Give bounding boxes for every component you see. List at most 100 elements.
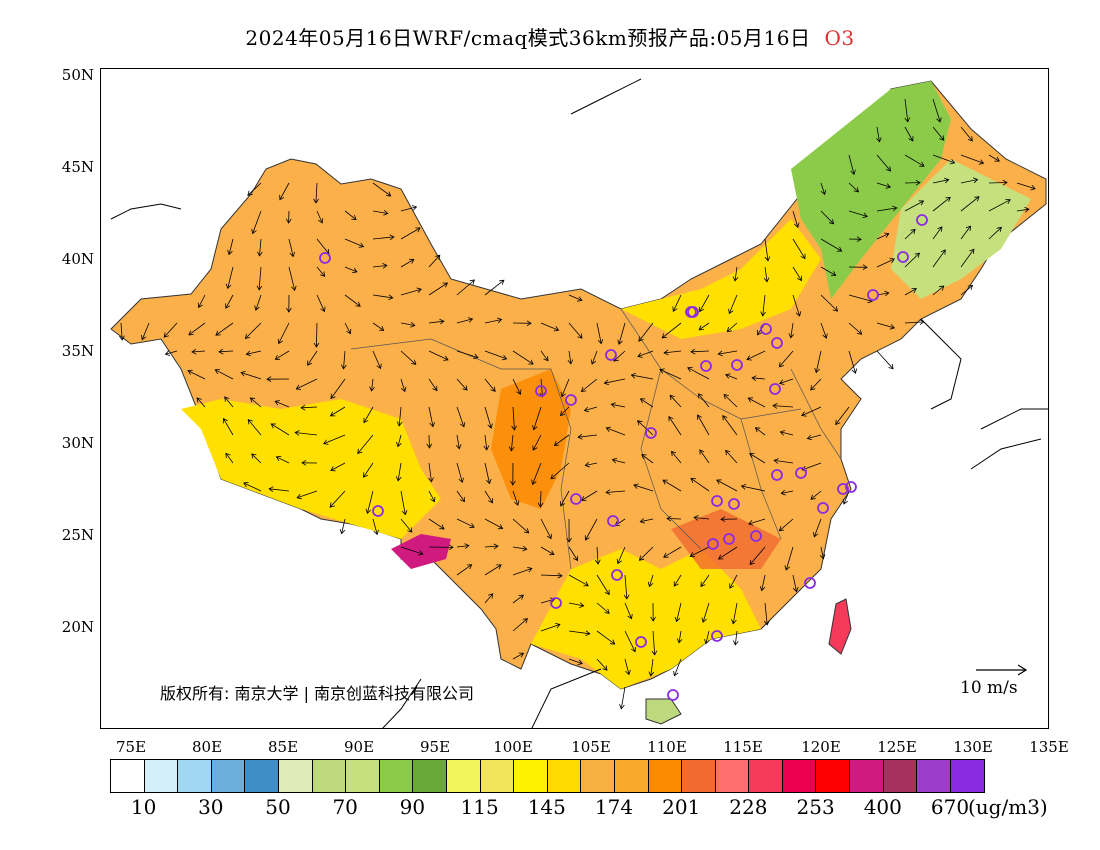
wind-vector-head [832, 306, 839, 312]
wind-vector-head [778, 379, 785, 385]
wind-vector-head [611, 457, 618, 464]
wind-vector [330, 462, 346, 471]
wind-reference-label: 10 m/s [960, 678, 1018, 698]
wind-vector-head [197, 302, 203, 309]
colorbar-swatch [749, 760, 783, 792]
wind-vector-head [389, 234, 395, 241]
wind-vector [613, 350, 626, 362]
wind-vector-head [508, 446, 515, 452]
wind-vector-head [674, 616, 681, 623]
wind-vector [540, 350, 549, 362]
wind-vector [512, 518, 529, 534]
wind-vector [774, 460, 794, 464]
wind-vector [617, 546, 626, 564]
wind-vector-head [466, 564, 473, 570]
wind-vector [904, 200, 924, 212]
wind-vector-head [609, 639, 616, 645]
wind-vector [512, 618, 528, 632]
x-tick-label: 75E [115, 738, 147, 756]
wind-vector [876, 207, 897, 212]
wind-vector [367, 490, 374, 514]
wind-vector-head [731, 619, 737, 625]
wind-vector [699, 294, 710, 312]
wind-vector [456, 564, 472, 576]
wind-vector [344, 294, 361, 307]
wind-vector-head [291, 285, 297, 292]
wind-vector [329, 490, 346, 508]
wind-vector [649, 574, 654, 587]
colorbar-label: 145 [527, 795, 566, 819]
high-zone-east [671, 509, 781, 569]
wind-vector [484, 564, 502, 576]
wind-vector-head [274, 354, 281, 360]
wind-vector [428, 462, 432, 482]
wind-vector [484, 279, 505, 296]
wind-vector [554, 434, 570, 446]
wind-vector-head [411, 359, 417, 365]
wind-vector-head [884, 290, 890, 297]
wind-vector-head [732, 276, 739, 282]
wind-vector [779, 378, 794, 384]
wind-vector [584, 406, 598, 411]
wind-vector [960, 196, 980, 212]
wind-vector [270, 423, 290, 436]
wind-vector [550, 462, 570, 480]
station-marker [711, 630, 723, 642]
wind-vector [372, 322, 384, 331]
wind-vector [807, 434, 822, 439]
colorbar-swatch [547, 760, 582, 792]
wind-vector-head [363, 472, 369, 478]
wind-vector-head [523, 528, 530, 534]
wind-reference-arrow-icon [976, 664, 1028, 676]
station-marker [837, 483, 849, 495]
wind-vector-head [590, 359, 597, 365]
wind-vector-head [850, 169, 856, 176]
wind-vector-head [778, 526, 785, 532]
wind-vector [662, 479, 682, 492]
wind-vector-head [401, 510, 408, 516]
wind-vector-head [358, 242, 365, 248]
wind-vector-head [605, 426, 612, 432]
wind-vector-head [459, 496, 465, 503]
wind-vector [741, 485, 766, 492]
wind-vector [540, 624, 561, 632]
wind-vector [659, 369, 682, 380]
wind-vector-head [351, 214, 357, 221]
wind-vector [848, 350, 856, 374]
wind-vector-head [274, 400, 280, 406]
wind-vector [344, 210, 357, 220]
wind-vector-head [940, 249, 946, 255]
wind-vector-head [885, 166, 892, 172]
station-marker [897, 251, 909, 263]
wind-vector-head [251, 453, 257, 459]
wind-vector-head [459, 422, 466, 428]
low-zone-north [621, 219, 821, 339]
wind-vector [372, 182, 392, 197]
wind-vector-head [496, 564, 502, 570]
wind-vector [428, 378, 438, 391]
station-marker [372, 505, 384, 517]
wind-vector [540, 322, 559, 331]
wind-vector [258, 266, 262, 290]
wind-vector [752, 377, 766, 380]
wind-vector [568, 658, 583, 664]
wind-vector-head [725, 373, 731, 379]
wind-vector-head [889, 324, 896, 330]
wind-vector-head [346, 328, 352, 335]
wind-vector [510, 434, 514, 451]
wind-vector-head [584, 461, 590, 468]
wind-vector [316, 266, 325, 277]
wind-vector [251, 453, 262, 464]
wind-vector [633, 484, 654, 492]
colorbar-swatch [917, 760, 951, 792]
wind-vector-head [746, 355, 752, 361]
wind-vector-head [914, 252, 920, 258]
wind-vector [700, 574, 710, 587]
y-tick-label: 20N [61, 618, 94, 636]
wind-vector-head [567, 359, 574, 365]
wind-vector-head [856, 236, 862, 243]
wind-vector-head [488, 498, 493, 504]
wind-vector-head [603, 379, 610, 386]
wind-vector [848, 322, 862, 335]
wind-vector [716, 479, 738, 492]
